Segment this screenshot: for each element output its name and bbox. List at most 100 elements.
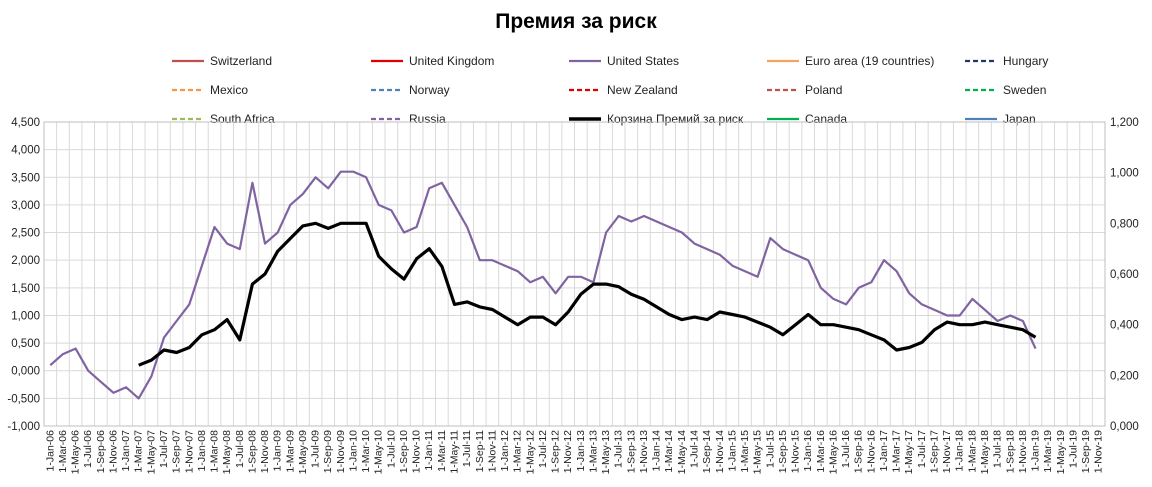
x-tick-label: 1-Mar-06 [57, 430, 69, 473]
y-right-tick-label: 0,800 [1110, 218, 1139, 230]
x-tick-label: 1-Sep-12 [550, 430, 562, 473]
x-tick-label: 1-Nov-14 [714, 430, 726, 473]
grid [43, 121, 1106, 427]
x-tick-label: 1-Mar-08 [209, 430, 221, 473]
chart-title: Премия за риск [495, 10, 657, 33]
x-tick-label: 1-Jul-17 [916, 430, 928, 468]
y-left-tick-label: 2,500 [11, 228, 40, 240]
x-tick-label: 1-Nov-17 [941, 430, 953, 473]
x-tick-label: 1-Sep-15 [777, 430, 789, 473]
x-tick-label: 1-Jan-11 [423, 430, 435, 471]
x-tick-label: 1-Mar-12 [512, 430, 524, 473]
x-tick-label: 1-Jan-17 [878, 430, 890, 472]
y-right-tick-label: 0,400 [1110, 320, 1139, 332]
x-tick-label: 1-May-19 [1055, 430, 1067, 475]
x-tick-label: 1-Nov-09 [335, 430, 347, 473]
axes: 4,500 4,000 3,500 3,000 2,500 2,000 1,500 1,000… [7, 117, 1138, 474]
x-tick-label: 1-May-09 [297, 430, 309, 475]
legend-label: United States [607, 54, 679, 68]
x-tick-label: 1-Nov-13 [638, 430, 650, 473]
x-tick-label: 1-Jul-13 [613, 430, 625, 468]
y-left-tick-label: 1,000 [11, 310, 40, 322]
x-tick-label: 1-May-07 [145, 430, 157, 475]
x-tick-label: 1-Sep-08 [246, 430, 258, 473]
x-tick-label: 1-Jan-06 [44, 430, 56, 472]
x-tick-label: 1-Mar-16 [815, 430, 827, 473]
y-left-tick-label: 3,500 [11, 172, 40, 184]
x-tick-label: 1-Jul-18 [992, 430, 1004, 468]
legend-label: United Kingdom [409, 54, 494, 68]
x-tick-label: 1-Mar-14 [663, 430, 675, 473]
x-tick-label: 1-Nov-15 [790, 430, 802, 473]
x-tick-label: 1-Sep-11 [474, 430, 486, 473]
y-left-tick-label: 4,500 [11, 117, 40, 129]
x-tick-label: 1-May-15 [752, 430, 764, 475]
x-tick-label: 1-May-14 [676, 430, 688, 475]
x-tick-label: 1-Jul-10 [385, 430, 397, 468]
y-right-tick-label: 1,200 [1110, 117, 1139, 129]
x-tick-label: 1-May-16 [827, 430, 839, 475]
x-tick-label: 1-Jul-19 [1067, 430, 1079, 468]
x-tick-label: 1-Sep-13 [625, 430, 637, 473]
x-tick-label: 1-Mar-18 [966, 430, 978, 473]
x-tick-label: 1-Nov-18 [1017, 430, 1029, 473]
y-left-tick-label: 0,500 [11, 338, 40, 350]
x-tick-label: 1-Mar-11 [436, 430, 448, 472]
x-tick-label: 1-May-06 [70, 430, 82, 475]
x-tick-label: 1-Jul-12 [537, 430, 549, 468]
x-tick-label: 1-May-13 [600, 430, 612, 475]
x-tick-label: 1-Jul-08 [234, 430, 246, 468]
x-tick-label: 1-Mar-19 [1042, 430, 1054, 473]
x-tick-label: 1-May-10 [373, 430, 385, 475]
x-tick-label: 1-Sep-14 [701, 430, 713, 473]
x-tick-label: 1-Jul-07 [158, 430, 170, 468]
legend-label: Japan [1003, 112, 1036, 126]
x-tick-label: 1-Jan-19 [1030, 430, 1042, 472]
x-tick-label: 1-Sep-10 [398, 430, 410, 473]
series-line-risk-basket [138, 221, 1037, 367]
legend-label: Switzerland [210, 54, 272, 68]
x-tick-label: 1-Jan-07 [120, 430, 132, 472]
x-tick-label: 1-Mar-15 [739, 430, 751, 473]
legend-label: South Africa [210, 112, 275, 126]
x-tick-label: 1-Jul-15 [764, 430, 776, 468]
legend-label: Hungary [1003, 54, 1048, 68]
x-tick-label: 1-Jul-09 [310, 430, 322, 468]
y-left-tick-label: 2,000 [11, 255, 40, 267]
x-tick-label: 1-Nov-08 [259, 430, 271, 473]
y-left-tick-label: 3,000 [11, 200, 40, 212]
x-tick-label: 1-Jan-08 [196, 430, 208, 472]
x-tick-label: 1-Jan-16 [802, 430, 814, 472]
series-layer [49, 170, 1037, 400]
y-right-tick-label: 1,000 [1110, 168, 1139, 180]
y-left-tick-label: 1,500 [11, 283, 40, 295]
x-tick-label: 1-May-12 [524, 430, 536, 475]
y-right-tick-label: 0,200 [1110, 370, 1139, 382]
plot-area-border [43, 121, 1106, 427]
x-tick-label: 1-Jan-10 [347, 430, 359, 472]
x-tick-label: 1-Sep-07 [171, 430, 183, 473]
x-tick-label: 1-Nov-07 [183, 430, 195, 473]
x-tick-label: 1-Sep-19 [1080, 430, 1092, 473]
x-tick-label: 1-Jan-13 [575, 430, 587, 472]
x-tick-label: 1-Nov-11 [486, 430, 498, 473]
x-tick-label: 1-May-08 [221, 430, 233, 475]
x-tick-label: 1-Jul-06 [82, 430, 94, 468]
legend: Switzerland United Kingdom United States Eu… [172, 54, 1048, 126]
series-line-united-states [49, 170, 1037, 400]
x-tick-label: 1-Nov-12 [562, 430, 574, 473]
x-tick-label: 1-Nov-16 [865, 430, 877, 473]
x-tick-label: 1-Jan-12 [499, 430, 511, 472]
y-right-tick-label: 0,600 [1110, 269, 1139, 281]
legend-label: Poland [805, 83, 842, 97]
x-tick-label: 1-Nov-10 [411, 430, 423, 473]
x-tick-label: 1-Jan-15 [726, 430, 738, 472]
x-tick-label: 1-Sep-18 [1004, 430, 1016, 473]
x-tick-label: 1-Mar-07 [133, 430, 145, 473]
x-tick-label: 1-Mar-10 [360, 430, 372, 473]
x-tick-label: 1-Sep-09 [322, 430, 334, 473]
legend-label: Euro area (19 countries) [805, 54, 934, 68]
y-left-tick-label: 4,000 [11, 145, 40, 157]
x-tick-label: 1-Sep-06 [95, 430, 107, 473]
